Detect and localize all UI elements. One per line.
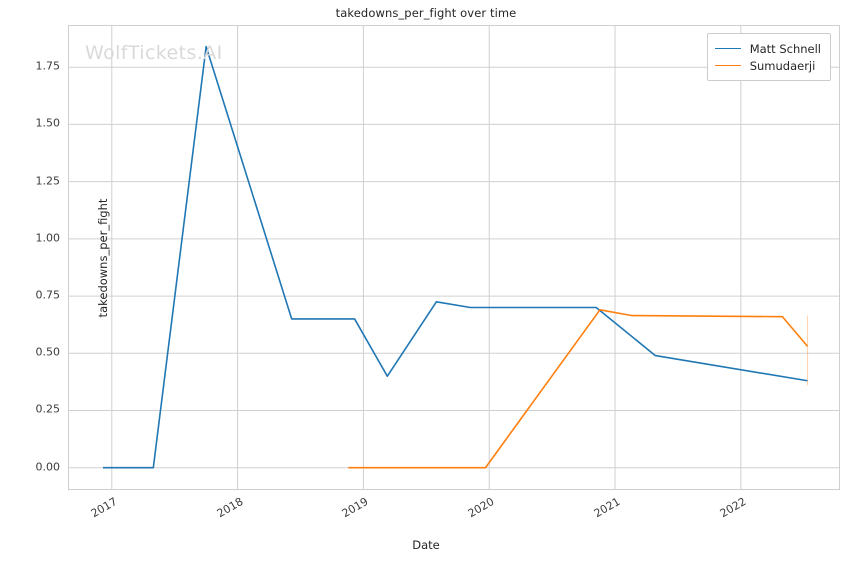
x-tick-label: 2021 — [591, 495, 623, 521]
x-tick-label: 2019 — [340, 495, 371, 521]
series-line — [348, 308, 809, 469]
y-tick-label: 1.50 — [35, 116, 61, 130]
legend-label: Sumudaerji — [749, 58, 816, 73]
y-tick-label: 1.25 — [35, 174, 61, 188]
legend-label: Matt Schnell — [749, 41, 821, 56]
plot-area: WolfTickets.AI Matt Schnell Sumudaerji t… — [68, 25, 840, 490]
legend-color-swatch — [714, 65, 741, 66]
legend-color-swatch — [714, 48, 741, 49]
chart-title: takedowns_per_fight over time — [335, 6, 517, 20]
y-tick-label: 1.00 — [35, 231, 61, 245]
legend-item[interactable]: Sumudaerji — [714, 57, 821, 74]
x-tick-label: 2018 — [214, 495, 246, 521]
x-tick-label: 2017 — [88, 495, 120, 521]
x-axis-title: Date — [412, 538, 440, 552]
series-line — [102, 45, 808, 469]
x-tick-label: 2020 — [465, 495, 497, 521]
legend-item[interactable]: Matt Schnell — [714, 40, 821, 57]
series-lines — [102, 45, 809, 469]
y-tick-label: 1.75 — [35, 59, 61, 73]
y-tick-label: 0.00 — [35, 460, 61, 474]
y-tick-label: 0.50 — [35, 345, 61, 359]
chart-legend: Matt Schnell Sumudaerji — [706, 33, 831, 81]
y-tick-label: 0.75 — [35, 288, 61, 302]
y-tick-label: 0.25 — [35, 402, 61, 416]
x-tick-label: 2022 — [717, 495, 749, 521]
